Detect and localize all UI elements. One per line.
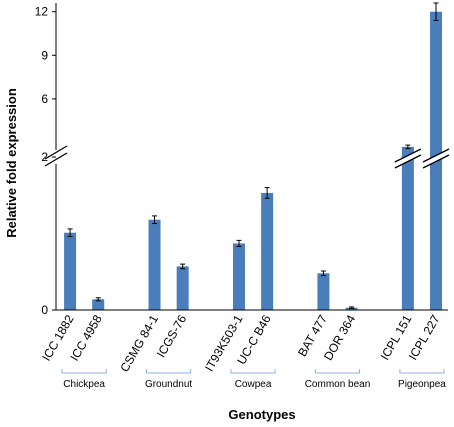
bar-break-mark xyxy=(422,148,450,163)
group-bracket xyxy=(314,369,361,374)
bar xyxy=(317,273,330,310)
group-bracket xyxy=(230,369,276,374)
y-axis-break-mark xyxy=(44,152,68,167)
bar xyxy=(401,146,414,310)
bars xyxy=(64,2,450,311)
bar-break-mask xyxy=(423,149,450,168)
y-axis-break-mark xyxy=(44,145,68,160)
bar-break-mark xyxy=(394,154,422,169)
bar xyxy=(176,266,189,310)
group-bracket xyxy=(399,369,445,374)
bar xyxy=(261,192,274,310)
y-tick-label: 2 xyxy=(41,150,48,164)
group-bracket xyxy=(61,369,107,374)
bar xyxy=(64,232,77,310)
bar xyxy=(232,243,245,310)
group-bracket xyxy=(146,369,192,374)
group-label: Chickpea xyxy=(63,379,105,390)
y-tick-label: 9 xyxy=(41,48,48,62)
bar-break-mark xyxy=(422,154,450,169)
y-axis-title: Relative fold expression xyxy=(4,88,19,238)
group-label: Cowpea xyxy=(235,379,272,390)
y-axis: 0 2 6 9 12 xyxy=(35,3,68,317)
group-label: Pigeonpea xyxy=(398,379,446,390)
bar-break-mask xyxy=(394,149,421,168)
y-tick-label: 0 xyxy=(41,303,48,317)
x-tick-label: CSMG 84-1 xyxy=(117,312,161,374)
y-tick-label: 12 xyxy=(35,5,49,19)
y-tick-label: 6 xyxy=(41,92,48,106)
genotype-groups: Chickpea Groundnut Cowpea Common bean Pigeon… xyxy=(61,369,446,390)
bar xyxy=(92,299,105,310)
x-tick-label: IT93K503-1 xyxy=(202,312,246,374)
bar xyxy=(148,219,161,310)
bar-break-mark xyxy=(394,148,422,163)
group-label: Groundnut xyxy=(145,379,192,390)
group-label: Common bean xyxy=(305,379,371,390)
x-axis-title: Genotypes xyxy=(228,407,295,422)
